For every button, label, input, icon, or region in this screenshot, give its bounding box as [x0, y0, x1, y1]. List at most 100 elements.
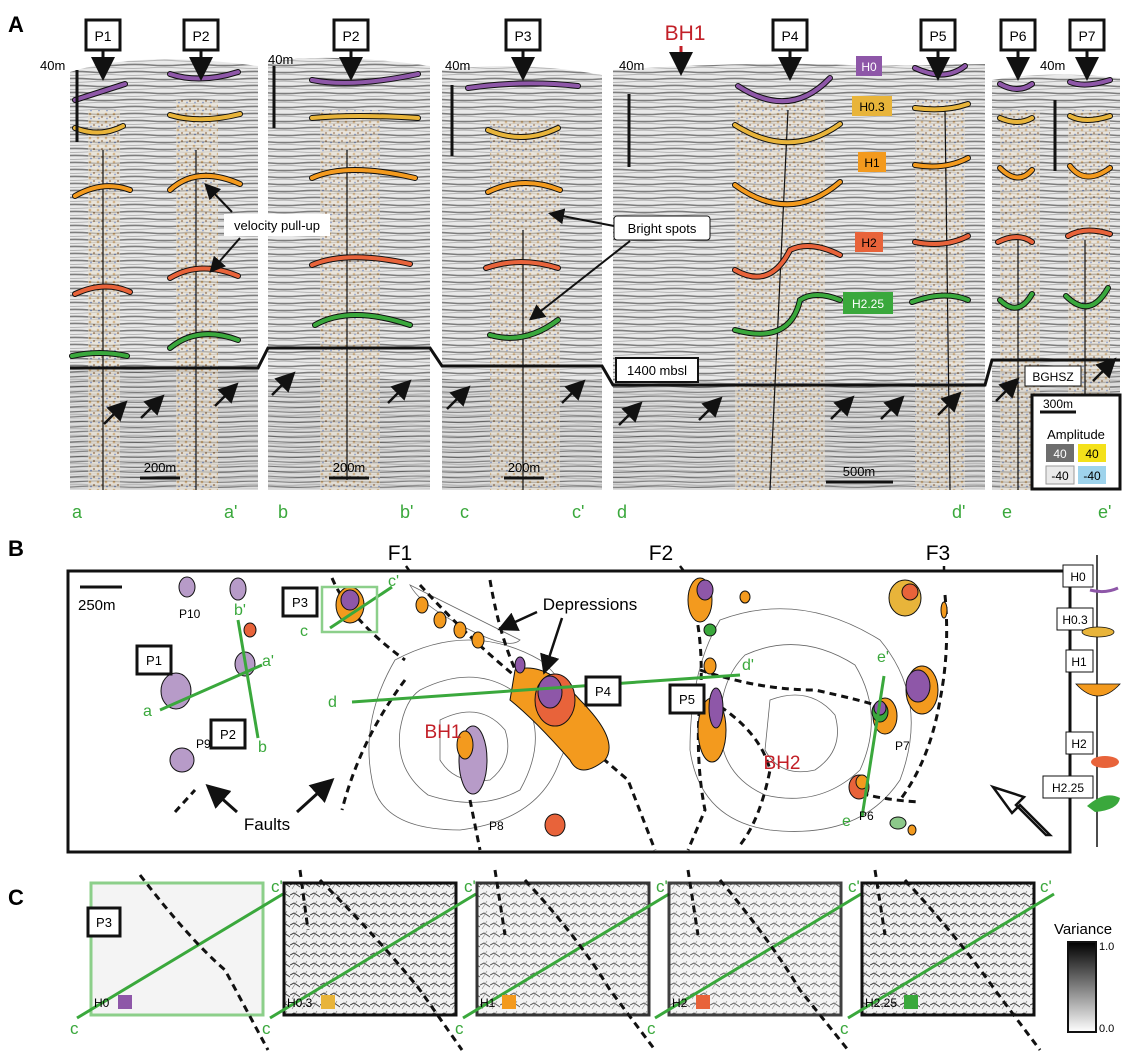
- map-end-e: e: [842, 813, 851, 830]
- depth-box: [615, 357, 699, 383]
- depth-label-e: 40m: [1040, 58, 1065, 73]
- legend-h225: H2.25: [1052, 781, 1084, 795]
- depressions-label: Depressions: [543, 595, 638, 614]
- map-c-h225: H2.25: [865, 996, 897, 1010]
- map-end-b: b: [258, 739, 267, 756]
- vc-cp-3: c': [656, 877, 668, 896]
- end-a-prime: a': [224, 502, 237, 522]
- boxed-pockmark-labels: P1 P2 P3 P4 P5: [135, 586, 706, 750]
- bghsz-line: [70, 346, 1120, 387]
- tag-h03: H0.3: [859, 100, 885, 114]
- vc-cp-5: c': [1040, 877, 1052, 896]
- depth-label-d: 40m: [619, 58, 644, 73]
- pointer-p6: P6: [1009, 28, 1026, 44]
- map-box-p3: P3: [292, 595, 308, 610]
- end-d-prime: d': [952, 502, 965, 522]
- panel-c-letter: C: [8, 885, 24, 910]
- end-a: a: [72, 502, 83, 522]
- faults-label: Faults: [244, 815, 290, 834]
- end-c-prime: c': [572, 502, 584, 522]
- legend-h0: H0: [1070, 570, 1086, 584]
- pullup-box: [224, 214, 330, 236]
- amp-grey-pos: 40: [1053, 447, 1067, 461]
- pointer-p2b: P2: [342, 28, 359, 44]
- bright-spots-label: Bright spots: [628, 221, 697, 236]
- profile-lines: [159, 585, 886, 818]
- mbsl-label: 1400 mbsl: [627, 363, 687, 378]
- fault-f3-label: F3: [926, 542, 951, 565]
- amp-grey-neg: -40: [1051, 469, 1069, 483]
- scale-200-a: 200m: [144, 460, 177, 475]
- panel-a-letter: A: [8, 12, 24, 37]
- map-c-h2: H2: [672, 996, 688, 1010]
- profile-end-labels: a a' b b' c c' d d' e e': [143, 573, 889, 830]
- pointer-p3: P3: [514, 28, 531, 44]
- horizon-tags: H0 H0.3 H1 H2 H2.25: [843, 56, 893, 314]
- north-arrow-icon: [989, 784, 1054, 837]
- tag-h2: H2: [861, 236, 877, 250]
- pointer-p1: P1: [94, 28, 111, 44]
- map-box-p4: P4: [595, 684, 611, 699]
- variance-line-ends: c c' c c' c c' c c' c c': [70, 877, 1052, 1038]
- faults-arrow-2: [295, 777, 335, 814]
- pointer-p2: P2: [192, 28, 209, 44]
- variance-title: Variance: [1054, 921, 1112, 938]
- scale-200-c: 200m: [508, 460, 541, 475]
- seismic-section-a: [70, 59, 258, 491]
- scale-500-d: 500m: [843, 464, 876, 479]
- bghsz-box: [1024, 365, 1082, 387]
- pockmarks: [160, 576, 948, 837]
- map-c-h03: H0.3: [287, 996, 313, 1010]
- map-end-a: a: [143, 703, 152, 720]
- map-c-h0: H0: [94, 996, 110, 1010]
- end-d: d: [617, 502, 627, 522]
- depressions-arrow-1: [497, 610, 538, 631]
- pullup-arrow-2: [209, 237, 241, 274]
- bright-spots-box: [613, 215, 711, 241]
- bright-arrow-1: [548, 208, 615, 227]
- vc-cp-2: c': [464, 877, 476, 896]
- pointer-boxes: P1 P2 P2 P3 P4 P5 P6 P7: [84, 18, 1106, 81]
- map-c-p3: P3: [96, 915, 112, 930]
- end-e: e: [1002, 502, 1012, 522]
- map-end-c: c: [300, 623, 308, 640]
- horizontal-scale-bars: [140, 476, 893, 484]
- depth-scale-bars: [75, 66, 1057, 171]
- amplitude-legend: 300m Amplitude 40 40 -40 -40: [1030, 393, 1122, 491]
- seismic-section-c: [442, 66, 602, 490]
- end-b: b: [278, 502, 288, 522]
- tag-h1: H1: [864, 156, 880, 170]
- map-box-p5: P5: [679, 692, 695, 707]
- map-box-p1: P1: [146, 653, 162, 668]
- bright-arrow-2: [528, 240, 631, 321]
- upward-arrows: [103, 357, 1117, 426]
- map-bh2: BH2: [764, 753, 801, 774]
- panel-b-letter: B: [8, 536, 24, 561]
- tag-h225: H2.25: [852, 297, 884, 311]
- p7-label: P7: [895, 739, 910, 753]
- velocity-pullup-label: velocity pull-up: [234, 218, 320, 233]
- map-c-h1: H1: [480, 996, 496, 1010]
- variance-colorbar: [1067, 941, 1097, 1033]
- vc-c-4: c: [647, 1019, 656, 1038]
- depth-label-b: 40m: [268, 52, 293, 67]
- vc-cp-4: c': [848, 877, 860, 896]
- p10-label: P10: [179, 607, 201, 621]
- vc-c-5: c: [840, 1019, 849, 1038]
- legend-h1: H1: [1071, 655, 1087, 669]
- p3-focus-box: [320, 585, 379, 634]
- seismic-section-b: [268, 57, 430, 490]
- vc-c-1: c: [70, 1019, 79, 1038]
- end-e-prime: e': [1098, 502, 1111, 522]
- amp-color-pos: 40: [1085, 447, 1099, 461]
- vc-c-3: c: [455, 1019, 464, 1038]
- map-bh1: BH1: [425, 722, 462, 743]
- amplitude-title: Amplitude: [1047, 427, 1105, 442]
- map-end-d-prime: d': [742, 657, 754, 674]
- map-end-c-prime: c': [388, 573, 399, 590]
- amp-color-neg: -40: [1083, 469, 1101, 483]
- depressions-arrow-2: [540, 617, 564, 675]
- scale-200-b: 200m: [333, 460, 366, 475]
- variance-min: 0.0: [1099, 1023, 1114, 1035]
